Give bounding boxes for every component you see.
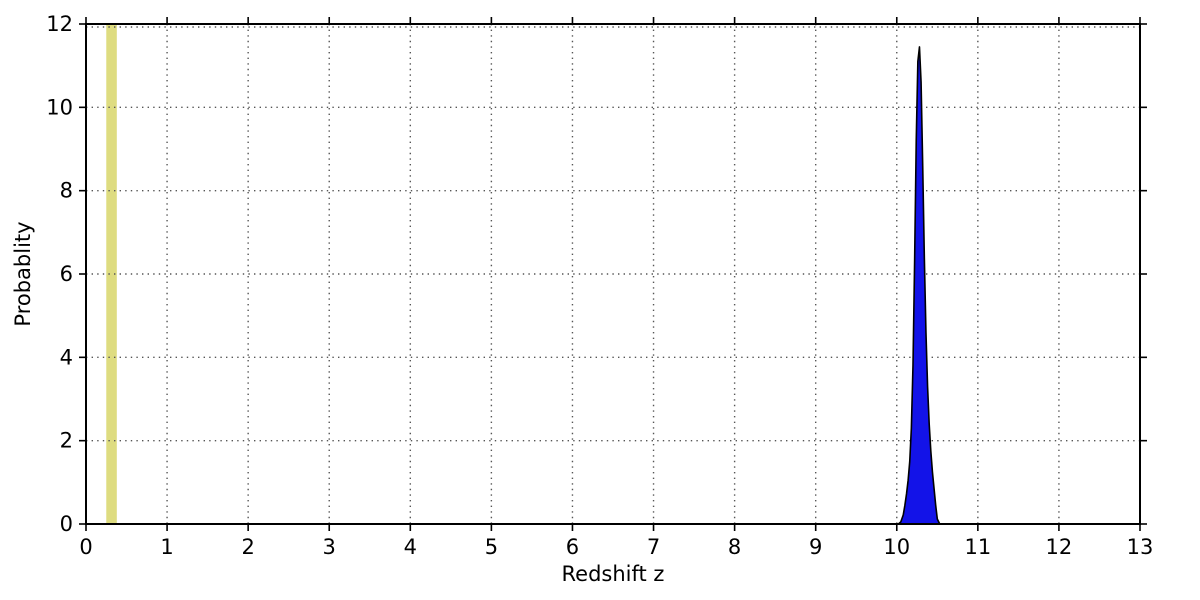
redshift-pdf-curve [897, 46, 941, 525]
pdf-filled-area [897, 46, 941, 525]
x-tick-label: 4 [404, 535, 417, 559]
highlight-band-group [106, 24, 117, 524]
x-tick-label: 12 [1046, 535, 1073, 559]
x-axis-label: Redshift z [562, 562, 665, 586]
y-axis-label: Probablity [11, 221, 35, 326]
y-tick-labels: 0 2 4 6 8 10 12 [46, 12, 73, 536]
axis-ticks [79, 17, 1147, 531]
x-tick-label: 3 [323, 535, 336, 559]
y-tick-label: 12 [46, 12, 73, 36]
highlight-band [106, 24, 117, 524]
x-tick-label: 7 [647, 535, 660, 559]
x-tick-label: 6 [566, 535, 579, 559]
x-tick-labels: 0 1 2 3 4 5 6 7 8 9 10 11 12 13 [79, 535, 1153, 559]
y-tick-label: 6 [60, 262, 73, 286]
y-tick-label: 10 [46, 95, 73, 119]
x-tick-label: 2 [241, 535, 254, 559]
x-tick-label: 9 [809, 535, 822, 559]
x-tick-label: 0 [79, 535, 92, 559]
x-tick-label: 1 [160, 535, 173, 559]
x-tick-label: 5 [485, 535, 498, 559]
x-tick-label: 11 [964, 535, 991, 559]
y-tick-label: 8 [60, 179, 73, 203]
x-tick-label: 13 [1127, 535, 1154, 559]
gridlines [86, 24, 1140, 524]
y-tick-label: 0 [60, 512, 73, 536]
x-tick-label: 10 [883, 535, 910, 559]
y-tick-label: 4 [60, 345, 73, 369]
y-tick-label: 2 [60, 429, 73, 453]
x-tick-label: 8 [728, 535, 741, 559]
